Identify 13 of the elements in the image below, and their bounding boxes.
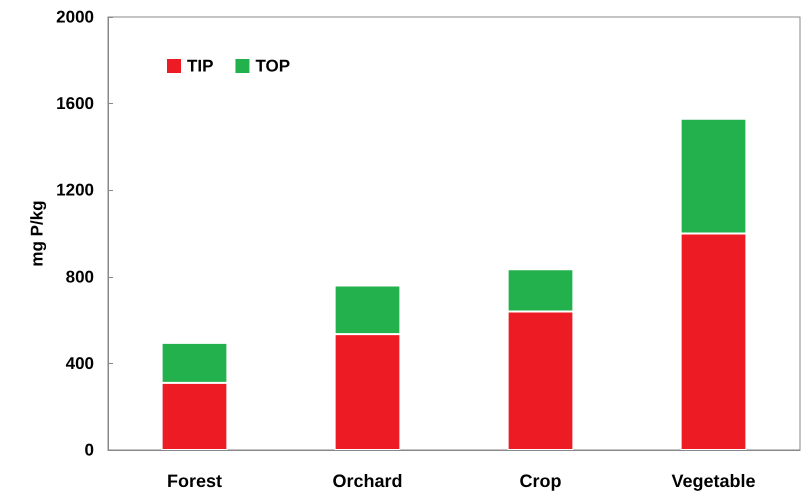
y-axis-title: mg P/kg <box>27 200 46 267</box>
x-tick-label: Vegetable <box>671 471 756 491</box>
legend-label: TOP <box>255 56 290 76</box>
y-tick-label: 2000 <box>56 8 94 26</box>
y-tick-label: 0 <box>84 440 94 460</box>
x-tick-label: Crop <box>520 471 562 491</box>
x-tick-label: Orchard <box>332 471 403 491</box>
y-tick-label: 1600 <box>56 94 94 114</box>
y-tick-label: 400 <box>66 354 94 373</box>
y-tick-label: 1200 <box>56 180 94 200</box>
legend-label: TIP <box>187 56 214 76</box>
y-tick-label: 800 <box>66 267 94 286</box>
x-tick-label: Forest <box>166 471 222 491</box>
